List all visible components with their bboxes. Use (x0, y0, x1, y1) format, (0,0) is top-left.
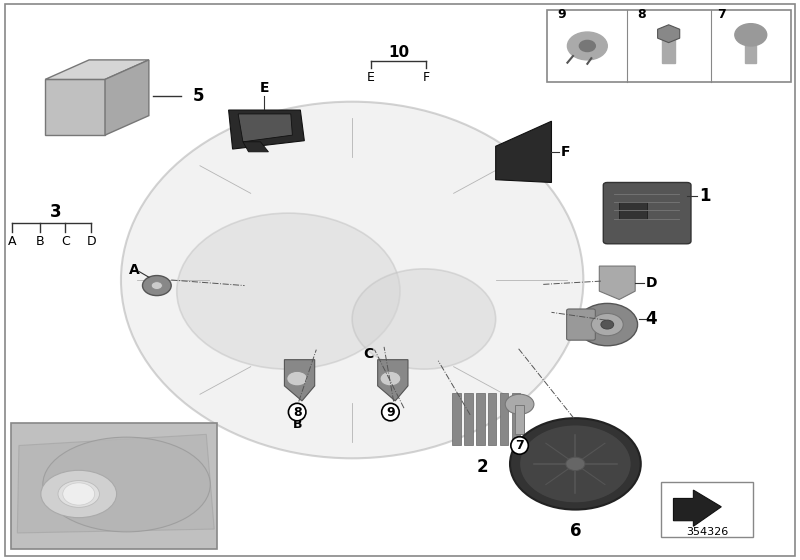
Bar (464, 393, 473, 446)
Polygon shape (238, 114, 292, 142)
Polygon shape (243, 142, 269, 152)
Bar (662, 38, 675, 63)
Text: 8: 8 (637, 8, 646, 21)
Polygon shape (378, 360, 408, 401)
Circle shape (177, 213, 400, 369)
Polygon shape (496, 121, 551, 183)
Text: E: E (366, 71, 374, 84)
Bar (11, 423, 217, 549)
Polygon shape (599, 266, 635, 300)
Text: 6: 6 (570, 522, 581, 540)
Bar (515, 405, 524, 435)
Bar (745, 40, 756, 63)
Text: 2: 2 (476, 458, 488, 477)
FancyBboxPatch shape (566, 309, 595, 340)
Circle shape (151, 282, 162, 290)
Text: 10: 10 (388, 45, 409, 60)
Text: F: F (422, 71, 430, 84)
Text: B: B (35, 235, 44, 249)
Polygon shape (285, 360, 314, 401)
Text: F: F (561, 145, 570, 159)
Polygon shape (658, 25, 680, 43)
Bar (476, 393, 485, 446)
Text: 9: 9 (557, 8, 566, 21)
Text: 1: 1 (699, 188, 710, 206)
Bar (619, 202, 647, 219)
Text: C: C (363, 347, 374, 361)
Text: 8: 8 (293, 405, 302, 418)
Circle shape (62, 483, 94, 505)
Polygon shape (229, 110, 304, 149)
Polygon shape (105, 60, 149, 135)
Bar (662, 482, 753, 538)
Text: E: E (260, 81, 270, 95)
Text: D: D (646, 276, 657, 290)
Circle shape (510, 418, 641, 510)
Polygon shape (18, 435, 214, 533)
Ellipse shape (58, 480, 99, 507)
Text: D: D (86, 235, 96, 249)
Polygon shape (46, 80, 105, 135)
Bar (500, 393, 509, 446)
Text: A: A (129, 263, 140, 277)
Text: 4: 4 (646, 310, 657, 328)
Text: 7: 7 (718, 8, 726, 21)
Text: 354326: 354326 (686, 527, 728, 537)
Circle shape (506, 394, 534, 414)
Text: A: A (7, 235, 16, 249)
Bar (452, 393, 461, 446)
Text: 9: 9 (386, 405, 394, 418)
Circle shape (579, 40, 595, 52)
Ellipse shape (43, 437, 210, 532)
Circle shape (142, 276, 171, 296)
Ellipse shape (121, 102, 583, 458)
Polygon shape (46, 60, 149, 80)
Ellipse shape (41, 470, 117, 517)
Bar (488, 393, 497, 446)
Text: 3: 3 (50, 203, 62, 221)
Circle shape (286, 371, 307, 386)
Circle shape (601, 320, 614, 329)
Text: 5: 5 (193, 87, 204, 105)
Polygon shape (674, 490, 722, 526)
FancyBboxPatch shape (603, 183, 691, 244)
Circle shape (577, 304, 638, 346)
Bar (512, 393, 520, 446)
Text: 7: 7 (515, 439, 524, 452)
Bar (547, 10, 790, 82)
Text: B: B (293, 418, 302, 431)
Circle shape (567, 32, 607, 60)
Circle shape (591, 314, 623, 336)
Text: C: C (61, 235, 70, 249)
Circle shape (380, 371, 401, 386)
Circle shape (352, 269, 496, 369)
Circle shape (735, 24, 766, 46)
Circle shape (566, 457, 585, 470)
Circle shape (519, 425, 631, 503)
